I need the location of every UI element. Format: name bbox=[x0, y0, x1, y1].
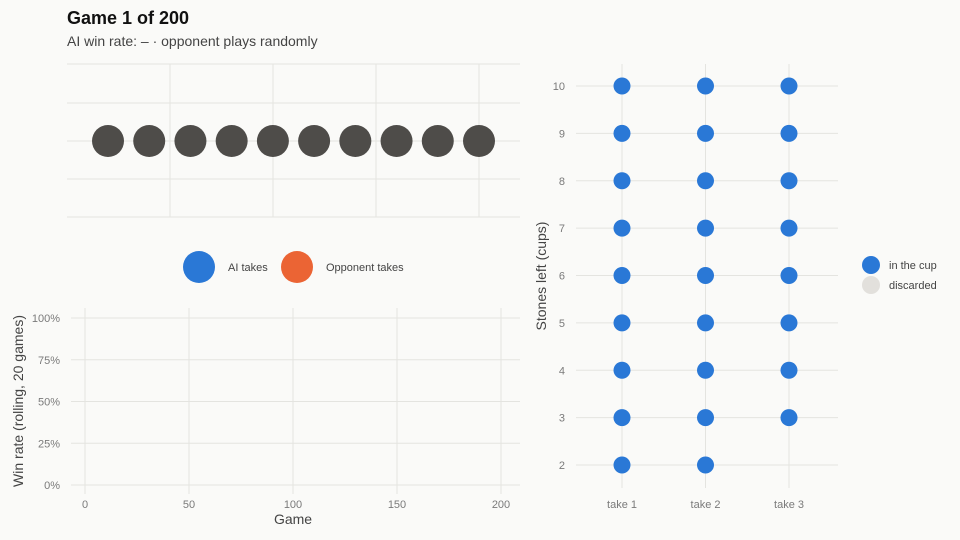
stone-row-panel bbox=[67, 63, 520, 218]
x-tick-label: 150 bbox=[388, 499, 406, 511]
stone bbox=[463, 125, 495, 157]
cup-point bbox=[780, 361, 798, 379]
y-axis-title: Win rate (rolling, 20 games) bbox=[10, 315, 26, 487]
cup-point bbox=[697, 267, 714, 284]
stone bbox=[298, 125, 331, 157]
y-axis-title: Stones left (cups) bbox=[533, 222, 549, 331]
cup-point bbox=[613, 267, 631, 284]
y-tick-label: 25% bbox=[38, 438, 60, 450]
cup-point bbox=[613, 124, 631, 142]
cup-point bbox=[697, 77, 714, 95]
stone bbox=[256, 125, 289, 157]
legend-swatch bbox=[862, 256, 880, 274]
cup-point bbox=[697, 124, 714, 142]
legend-label: in the cup bbox=[889, 260, 937, 272]
y-tick-label: 0% bbox=[44, 480, 60, 492]
cup-point bbox=[613, 456, 631, 474]
cup-point bbox=[780, 172, 798, 190]
legend-swatch bbox=[183, 251, 215, 283]
cups-legend: in the cup discarded bbox=[862, 256, 937, 294]
cup-point bbox=[697, 314, 714, 332]
y-tick-label: 3 bbox=[559, 413, 565, 425]
y-tick-label: 9 bbox=[559, 128, 565, 140]
cup-point bbox=[780, 314, 798, 332]
cup-point bbox=[613, 77, 631, 95]
cup-point bbox=[697, 361, 714, 379]
stone bbox=[339, 125, 372, 157]
cup-point bbox=[613, 409, 631, 427]
legend-swatch bbox=[862, 276, 880, 294]
x-tick-label: 200 bbox=[492, 499, 510, 511]
cup-point bbox=[780, 77, 798, 95]
strategy-cups-panel: 2 3 4 5 6 7 8 9 10 take 1 take 2 take 3 Stones left … bbox=[533, 64, 838, 511]
x-tick-label: 0 bbox=[82, 499, 88, 511]
x-tick-label: 50 bbox=[183, 499, 195, 511]
y-tick-label: 50% bbox=[38, 397, 60, 409]
cup-point bbox=[613, 314, 631, 332]
cup-point bbox=[780, 267, 798, 284]
y-tick-label: 6 bbox=[559, 271, 565, 283]
y-tick-label: 2 bbox=[559, 460, 565, 472]
cup-point bbox=[613, 361, 631, 379]
stone bbox=[92, 125, 124, 157]
y-tick-label: 10 bbox=[553, 81, 565, 93]
x-tick-label: take 1 bbox=[607, 499, 637, 511]
y-tick-label: 100% bbox=[32, 313, 60, 325]
y-tick-label: 8 bbox=[559, 176, 565, 188]
legend-label: discarded bbox=[889, 280, 937, 292]
cup-point bbox=[613, 172, 631, 190]
x-axis-title: Game bbox=[274, 511, 312, 527]
cup-point bbox=[780, 409, 798, 427]
y-tick-label: 7 bbox=[559, 223, 565, 235]
legend-label: Opponent takes bbox=[326, 262, 404, 274]
legend-swatch bbox=[281, 251, 313, 283]
x-tick-label: take 3 bbox=[774, 499, 804, 511]
y-tick-label: 75% bbox=[38, 355, 60, 367]
cup-point bbox=[780, 219, 798, 237]
chart-title: Game 1 of 200 bbox=[67, 8, 190, 28]
y-tick-label: 4 bbox=[559, 365, 565, 377]
stone bbox=[215, 125, 248, 157]
x-tick-label: 100 bbox=[284, 499, 302, 511]
stone bbox=[133, 125, 166, 157]
cup-point bbox=[697, 172, 714, 190]
legend-label: AI takes bbox=[228, 262, 268, 274]
cup-point bbox=[780, 124, 798, 142]
y-tick-label: 5 bbox=[559, 318, 565, 330]
stone-row-legend: AI takes Opponent takes bbox=[183, 251, 404, 283]
cup-point bbox=[697, 219, 714, 237]
chart-subtitle: AI win rate: – · opponent plays randomly bbox=[67, 33, 318, 49]
cup-point bbox=[697, 409, 714, 427]
win-rate-panel: 0 50 100 150 200 0% 25% 50% 75% 100% Game Win rate … bbox=[10, 308, 520, 527]
stone bbox=[174, 125, 207, 157]
cup-point bbox=[613, 219, 631, 237]
stone bbox=[421, 125, 454, 157]
cup-point bbox=[697, 456, 714, 474]
x-tick-label: take 2 bbox=[691, 499, 721, 511]
stone bbox=[380, 125, 413, 157]
